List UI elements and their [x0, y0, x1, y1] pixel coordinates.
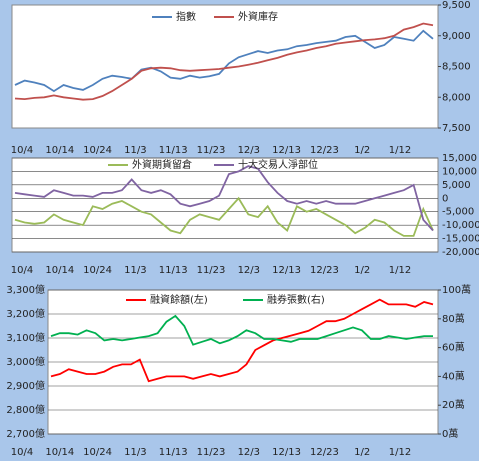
legend-label: 融券張數(右) — [267, 293, 325, 306]
y2-tick-label: 100萬 — [442, 283, 471, 296]
y2-tick-label: 80萬 — [442, 312, 465, 325]
y-tick-label: 7,500 — [442, 123, 471, 134]
y-tick-label: 8,500 — [442, 62, 471, 73]
legend-label: 十大交易人淨部位 — [238, 158, 318, 171]
x-tick-label: 11/23 — [197, 265, 226, 276]
x-tick-label: 12/3 — [238, 265, 260, 276]
x-tick-label: 10/4 — [11, 265, 33, 276]
x-tick-label: 10/24 — [83, 447, 112, 458]
series-line — [14, 22, 434, 101]
y2-tick-label: 0萬 — [442, 427, 458, 440]
legend-label: 融資餘額(左) — [150, 293, 208, 306]
y2-tick-label: 20萬 — [442, 398, 465, 411]
x-tick-label: 11/13 — [159, 145, 188, 156]
legend-label: 指數 — [176, 10, 196, 23]
y-tick-label: -20,000 — [442, 247, 479, 258]
y-tick-label: 3,200億 — [6, 307, 45, 320]
y-tick-label: -10,000 — [442, 220, 479, 231]
y-tick-label: 2,900億 — [6, 379, 45, 392]
x-tick-label: 10/14 — [45, 265, 74, 276]
plot-area — [11, 157, 439, 253]
x-tick-label: 12/3 — [238, 447, 260, 458]
x-tick-label: 10/4 — [11, 447, 33, 458]
series-line — [14, 196, 434, 237]
y-tick-label: 2,700億 — [6, 427, 45, 440]
y-tick-label: 2,800億 — [6, 403, 45, 416]
x-tick-label: 11/13 — [159, 265, 188, 276]
y-tick-label: 10,000 — [442, 166, 477, 177]
y-tick-label: 3,300億 — [6, 283, 45, 296]
x-tick-label: 12/13 — [272, 447, 301, 458]
x-tick-label: 12/23 — [310, 265, 339, 276]
y-tick-label: 3,000億 — [6, 355, 45, 368]
y-tick-label: 8,000 — [442, 92, 471, 103]
x-tick-label: 12/23 — [310, 447, 339, 458]
x-tick-label: 12/13 — [272, 265, 301, 276]
legend-label: 外資庫存 — [238, 10, 278, 23]
y-tick-label: 3,100億 — [6, 331, 45, 344]
x-tick-label: 1/12 — [389, 145, 411, 156]
x-tick-label: 1/2 — [354, 447, 370, 458]
y-tick-label: -5,000 — [442, 207, 474, 218]
series-line — [14, 165, 434, 232]
x-tick-label: 10/24 — [83, 265, 112, 276]
x-tick-label: 1/2 — [354, 145, 370, 156]
x-tick-label: 1/12 — [389, 447, 411, 458]
y2-tick-label: 60萬 — [442, 341, 465, 354]
x-tick-label: 10/14 — [45, 447, 74, 458]
x-tick-label: 10/4 — [11, 145, 33, 156]
y-tick-label: 0 — [442, 193, 448, 204]
x-tick-label: 11/3 — [124, 447, 146, 458]
x-tick-label: 11/13 — [159, 447, 188, 458]
x-tick-label: 12/23 — [310, 145, 339, 156]
x-tick-label: 10/24 — [83, 145, 112, 156]
y2-tick-label: 40萬 — [442, 369, 465, 382]
x-tick-label: 12/3 — [238, 145, 260, 156]
x-tick-label: 10/14 — [45, 145, 74, 156]
y-tick-label: 5,000 — [442, 180, 471, 191]
y-tick-label: 9,000 — [442, 31, 471, 42]
x-tick-label: 1/12 — [389, 265, 411, 276]
y-tick-label: -15,000 — [442, 234, 479, 245]
series-line — [50, 314, 433, 346]
x-tick-label: 11/3 — [124, 265, 146, 276]
y-tick-label: 15,000 — [442, 153, 477, 164]
x-tick-label: 1/2 — [354, 265, 370, 276]
y-tick-label: 9,500 — [442, 0, 471, 11]
legend-label: 外資期貨留倉 — [132, 158, 192, 171]
x-tick-label: 11/3 — [124, 145, 146, 156]
series-line — [50, 298, 434, 383]
x-tick-label: 11/23 — [197, 145, 226, 156]
x-tick-label: 12/13 — [272, 145, 301, 156]
x-tick-label: 11/23 — [197, 447, 226, 458]
